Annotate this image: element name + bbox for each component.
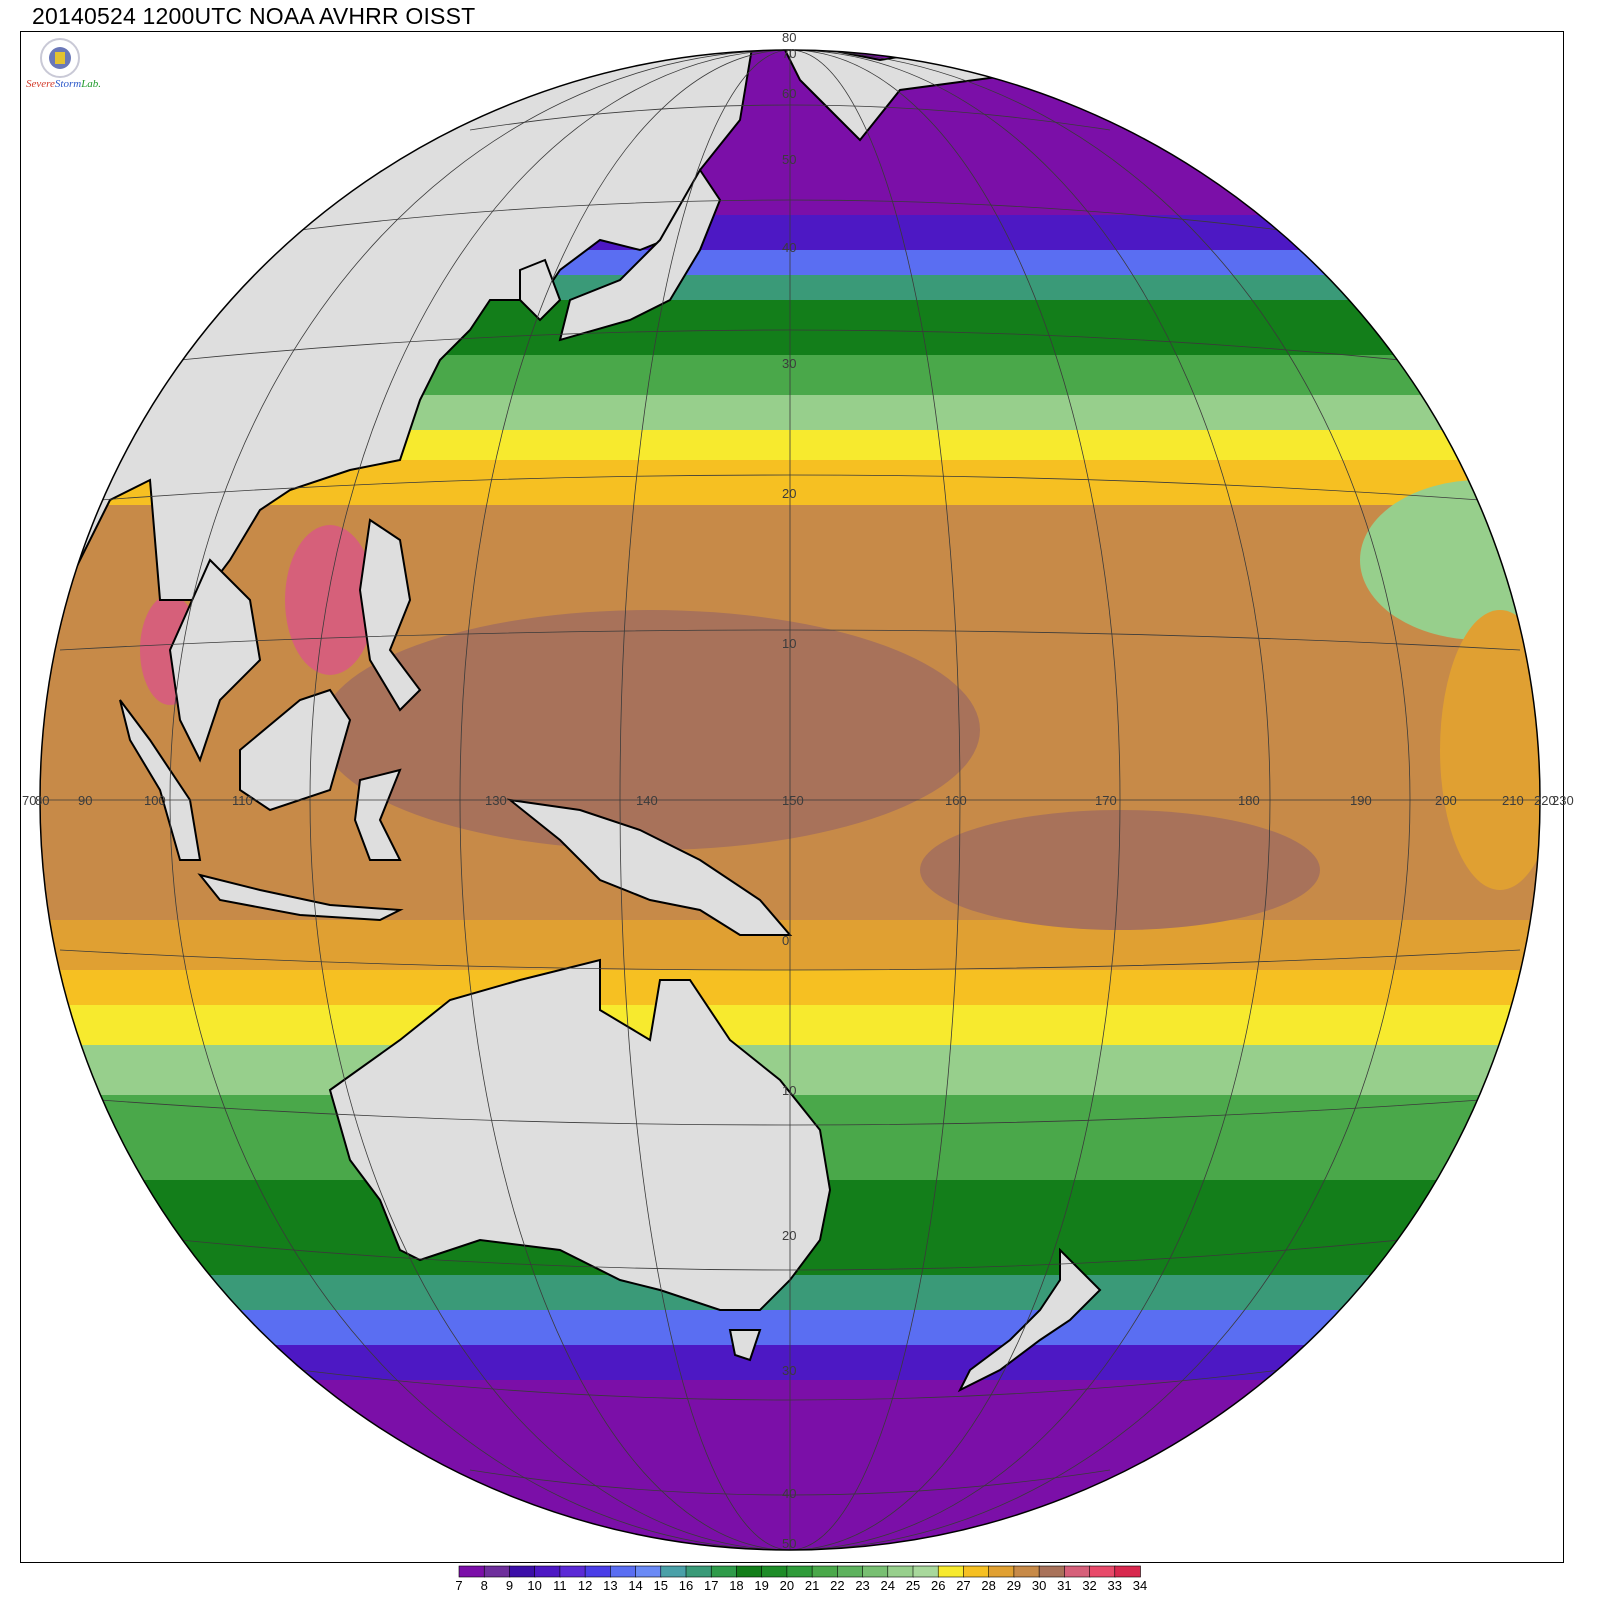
colorbar-ticks: 7 8 9 10 11 12 13 14 15 16 17 18 19 20 21 22 23 24 25 26 27 2… <box>455 1578 1147 1593</box>
graticule <box>40 50 1540 1550</box>
colorbar-tick-label: 13 <box>603 1578 617 1593</box>
colorbar-tick-label: 34 <box>1133 1578 1147 1593</box>
lat-label: 30 <box>782 1363 796 1378</box>
colorbar-tick-label: 27 <box>956 1578 970 1593</box>
lon-label: 230 <box>1552 793 1574 808</box>
colorbar-tick-label: 30 <box>1032 1578 1046 1593</box>
colorbar-tick-label: 23 <box>855 1578 869 1593</box>
colorbar-swatch <box>786 1565 813 1578</box>
colorbar-tick-label: 9 <box>506 1578 513 1593</box>
lon-label: 190 <box>1350 793 1372 808</box>
colorbar-swatch <box>534 1565 561 1578</box>
colorbar-swatch <box>458 1565 486 1578</box>
colorbar-swatch <box>736 1565 763 1578</box>
colorbar-swatch <box>559 1565 586 1578</box>
colorbar-swatch <box>811 1565 839 1578</box>
lon-label: 180 <box>1238 793 1260 808</box>
colorbar-tick-label: 24 <box>881 1578 895 1593</box>
colorbar-tick-label: 18 <box>729 1578 743 1593</box>
logo-text: SevereStormLab. <box>26 78 102 90</box>
lat-label: 80 <box>782 30 796 45</box>
lon-label: 70 <box>22 793 36 808</box>
colorbar-tick-label: 17 <box>704 1578 718 1593</box>
lon-label: 170 <box>1095 793 1117 808</box>
colorbar-tick-label: 8 <box>481 1578 488 1593</box>
colorbar-swatch <box>610 1565 637 1578</box>
colorbar-tick-label: 26 <box>931 1578 945 1593</box>
colorbar-swatches <box>458 1565 1141 1578</box>
seal-icon <box>40 38 80 78</box>
colorbar-tick-label: 33 <box>1108 1578 1122 1593</box>
colorbar-swatch <box>862 1565 889 1578</box>
colorbar-tick-label: 29 <box>1007 1578 1021 1593</box>
colorbar-tick-label: 25 <box>906 1578 920 1593</box>
colorbar-tick-label: 7 <box>455 1578 462 1593</box>
lat-label: 50 <box>782 152 796 167</box>
colorbar-tick-label: 28 <box>981 1578 995 1593</box>
colorbar-swatch <box>1038 1565 1066 1578</box>
colorbar-swatch <box>837 1565 864 1578</box>
lat-label: 60 <box>782 86 796 101</box>
lon-label: 90 <box>78 793 92 808</box>
latitude-labels: 80 70 60 50 40 30 20 10 0 10 20 30 40 50 <box>782 30 796 1551</box>
colorbar-swatch <box>1064 1565 1091 1578</box>
lon-label: 140 <box>636 793 658 808</box>
lon-label: 210 <box>1502 793 1524 808</box>
colorbar-tick-label: 20 <box>780 1578 794 1593</box>
colorbar-swatch <box>988 1565 1015 1578</box>
lat-label: 20 <box>782 1228 796 1243</box>
globe-outline <box>39 49 1541 1551</box>
lon-label: 110 <box>232 793 253 808</box>
lon-label: 160 <box>945 793 967 808</box>
colorbar-swatch <box>635 1565 662 1578</box>
lat-label: 50 <box>782 1536 796 1551</box>
lat-label: 0 <box>782 933 789 948</box>
lat-label: 20 <box>782 486 796 501</box>
longitude-labels: 70 80 90 100 110 130 140 150 160 170 180… <box>22 793 1574 808</box>
colorbar-swatch <box>912 1565 940 1578</box>
colorbar-tick-label: 15 <box>654 1578 668 1593</box>
lon-label: 100 <box>144 793 166 808</box>
colorbar-tick-label: 14 <box>628 1578 642 1593</box>
map-title: 20140524 1200UTC NOAA AVHRR OISST <box>32 3 476 29</box>
colorbar-tick-label: 12 <box>578 1578 592 1593</box>
colorbar-swatch <box>963 1565 990 1578</box>
colorbar-swatch <box>483 1565 511 1578</box>
colorbar-tick-label: 11 <box>553 1578 567 1593</box>
lat-label: 30 <box>782 356 796 371</box>
lon-label: 80 <box>35 793 49 808</box>
map-frame <box>20 31 1564 1563</box>
colorbar-swatch <box>710 1565 738 1578</box>
colorbar-tick-label: 22 <box>830 1578 844 1593</box>
colorbar-swatch <box>1013 1565 1040 1578</box>
colorbar-swatch <box>1114 1565 1141 1578</box>
landmasses <box>40 50 1181 1393</box>
lon-label: 220 <box>1534 793 1556 808</box>
colorbar-swatch <box>509 1565 536 1578</box>
colorbar-swatch <box>660 1565 687 1578</box>
colorbar-tick-label: 19 <box>754 1578 768 1593</box>
lat-label: 40 <box>782 1486 796 1501</box>
colorbar-swatch <box>887 1565 914 1578</box>
lat-label: 10 <box>782 1083 796 1098</box>
colorbar-tick-label: 10 <box>527 1578 541 1593</box>
colorbar-swatch <box>761 1565 788 1578</box>
colorbar-swatch <box>937 1565 965 1578</box>
lon-label: 130 <box>485 793 507 808</box>
colorbar-swatch <box>1089 1565 1116 1578</box>
lon-label: 150 <box>782 793 804 808</box>
colorbar-tick-label: 16 <box>679 1578 693 1593</box>
colorbar-swatch <box>685 1565 713 1578</box>
lat-label: 70 <box>782 46 796 61</box>
lab-logo: SevereStormLab. <box>24 36 114 96</box>
lat-label: 40 <box>782 240 796 255</box>
lat-label: 10 <box>782 636 796 651</box>
colorbar-tick-label: 31 <box>1057 1578 1071 1593</box>
colorbar-tick-label: 32 <box>1082 1578 1096 1593</box>
lon-label: 200 <box>1435 793 1457 808</box>
colorbar-swatch <box>584 1565 612 1578</box>
colorbar-tick-label: 21 <box>805 1578 819 1593</box>
